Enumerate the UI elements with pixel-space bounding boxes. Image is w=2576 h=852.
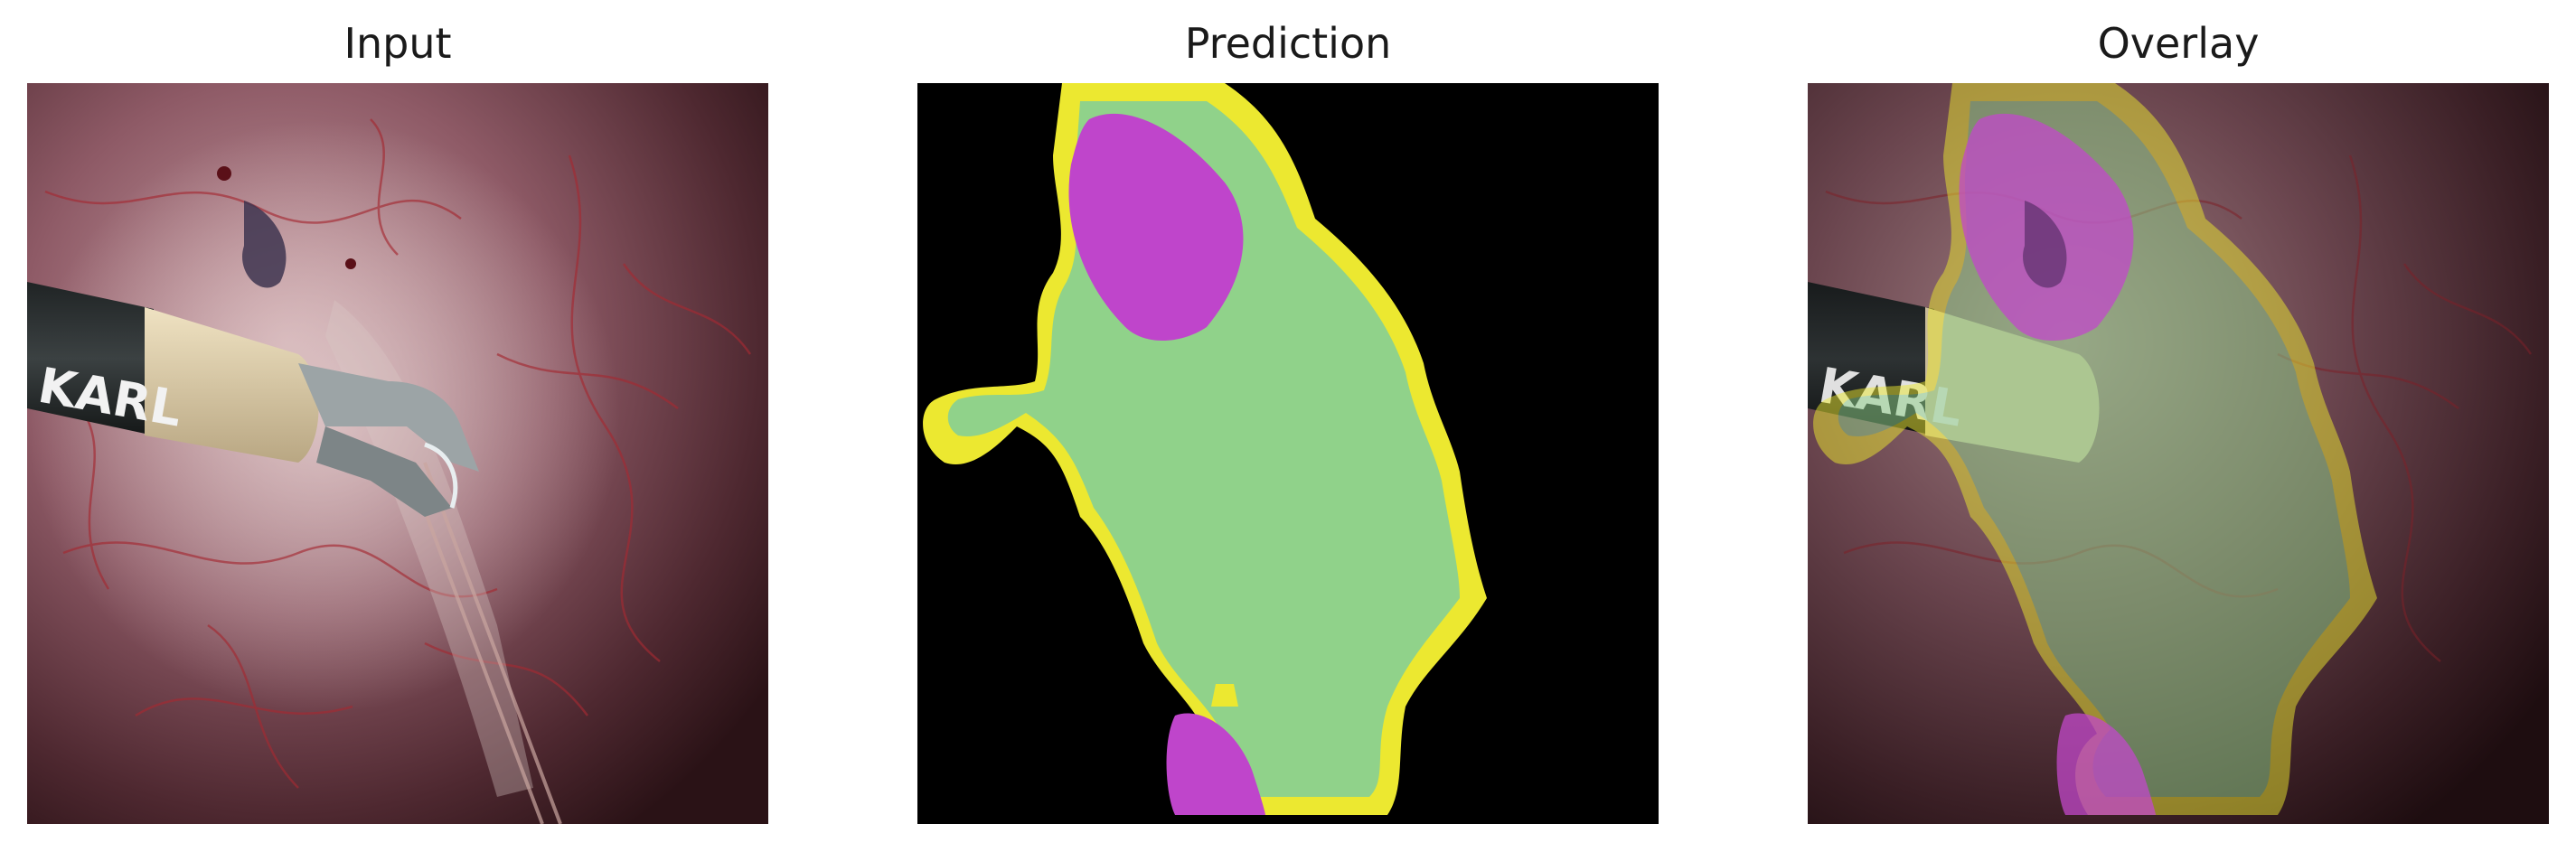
panel-title-input: Input [343,19,452,68]
overlay-image: KARL [1808,83,2549,824]
prediction-region-green [947,101,1460,797]
overlay-panel: KARL [1808,83,2549,824]
prediction-region-magenta-lower [1166,713,1265,815]
panel-title-overlay: Overlay [2097,19,2260,68]
prediction-mask-panel [917,83,1659,824]
prediction-region-magenta-upper [1068,113,1244,341]
panel-title-prediction: Prediction [1184,19,1392,68]
input-image: KARL [27,83,768,824]
prediction-mask [917,83,1659,824]
input-image-panel: KARL [27,83,768,824]
